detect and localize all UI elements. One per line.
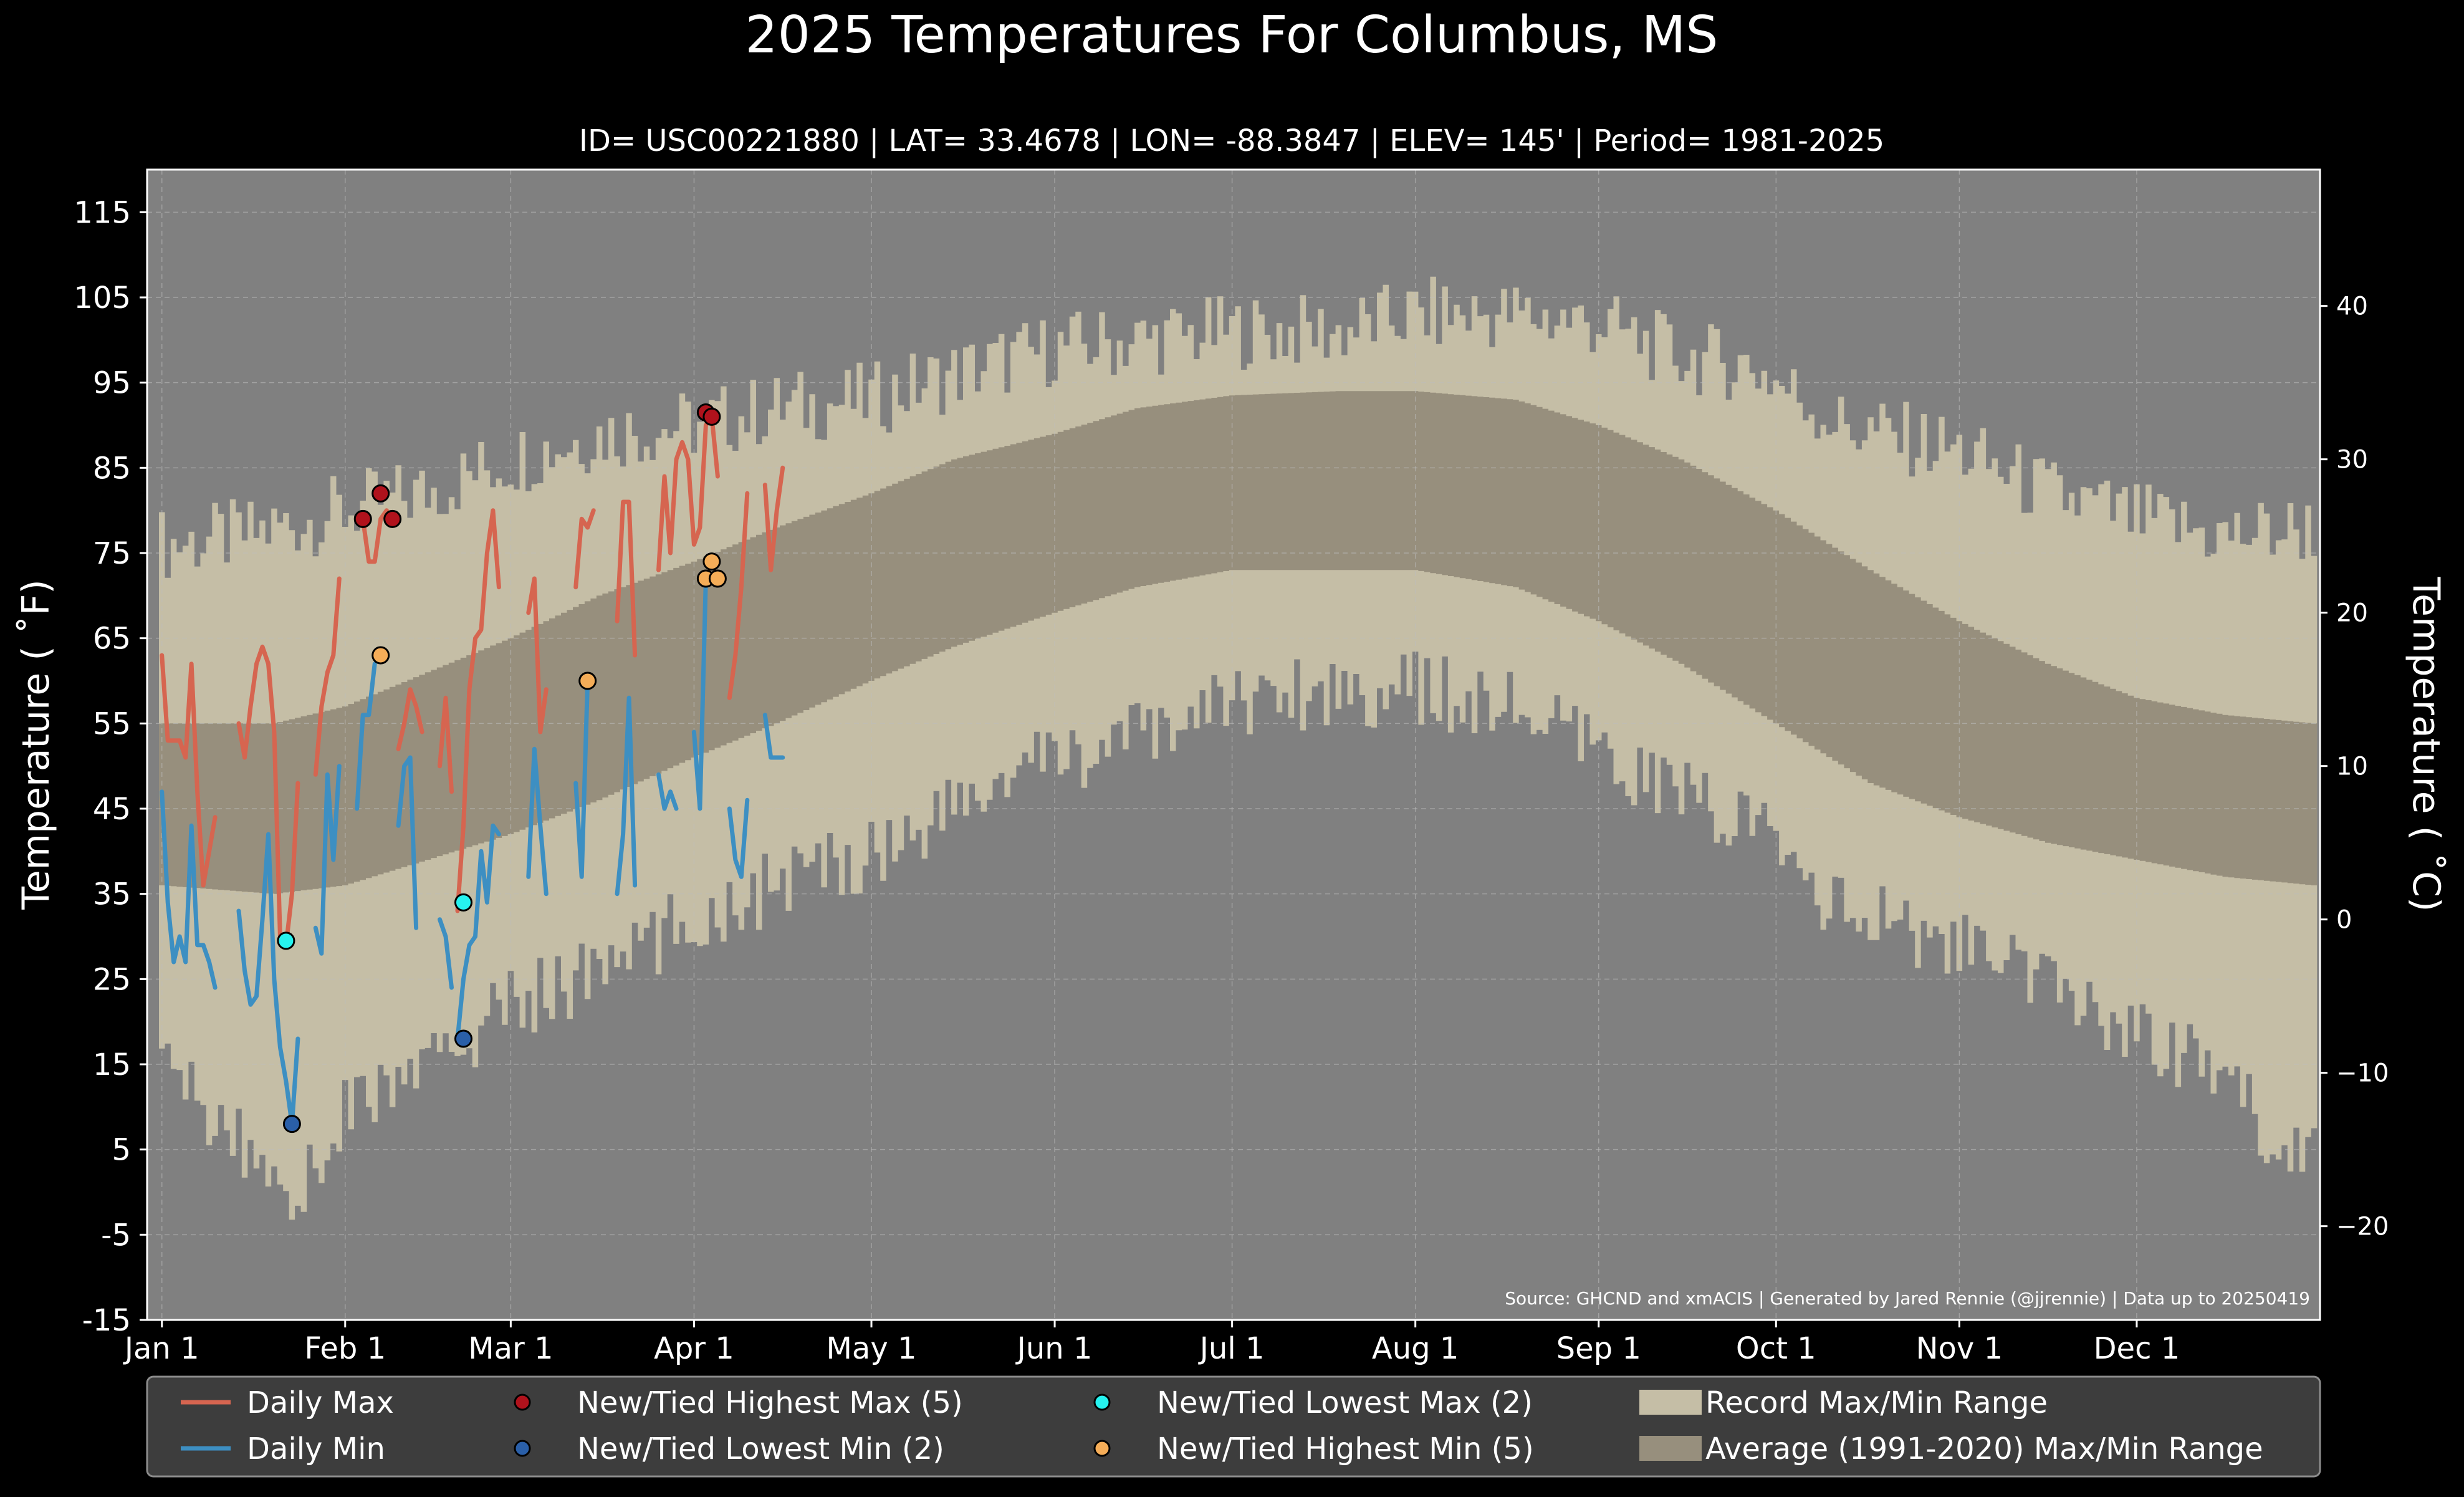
legend-label: New/Tied Highest Min (5) — [1157, 1432, 1534, 1466]
y-axis-left: -15 -5 5 15 25 35 45 55 65 75 85 95 105 115 — [74, 195, 147, 1338]
x-tick-label: May 1 — [826, 1331, 916, 1366]
y-tick-label: 85 — [93, 451, 131, 486]
grid-lines — [147, 170, 2320, 1321]
y2-tick-label: 0 — [2336, 906, 2352, 935]
y-tick-label: 45 — [93, 792, 131, 827]
series-line-daily-min — [160, 576, 785, 1127]
y-axis-label-right: Temperature ( ˚C) — [2404, 577, 2448, 912]
legend-swatch-dot — [1093, 1394, 1111, 1411]
x-tick-label: Jun 1 — [1015, 1331, 1093, 1366]
legend-swatch-patch — [1639, 1436, 1702, 1461]
record-marker — [578, 671, 597, 690]
record-marker — [372, 646, 390, 665]
y2-tick-label: 10 — [2336, 753, 2368, 781]
record-marker — [353, 509, 372, 528]
record-marker — [383, 509, 402, 528]
y2-tick-label: 20 — [2336, 599, 2368, 628]
record-markers — [277, 403, 727, 1134]
legend-label: New/Tied Lowest Min (2) — [577, 1432, 944, 1466]
y-tick-label: 25 — [93, 962, 131, 997]
y-tick-label: 55 — [93, 706, 131, 741]
legend-label: New/Tied Lowest Max (2) — [1157, 1385, 1533, 1420]
x-tick-label: Apr 1 — [654, 1331, 734, 1366]
record-marker — [702, 407, 721, 426]
legend-swatch-dot — [514, 1440, 531, 1457]
legend-label: Daily Min — [247, 1432, 385, 1466]
plot-frame — [146, 168, 2321, 1321]
y-tick-label: 115 — [74, 195, 131, 230]
x-tick-label: Jul 1 — [1198, 1331, 1265, 1366]
record-marker — [708, 569, 727, 588]
x-tick-label: Nov 1 — [1916, 1331, 2003, 1366]
record-marker — [454, 1029, 472, 1048]
y-tick-label: 65 — [93, 622, 131, 657]
x-tick-label: Feb 1 — [304, 1331, 386, 1366]
x-tick-label: Sep 1 — [1556, 1331, 1641, 1366]
y2-tick-label: −10 — [2336, 1059, 2389, 1088]
record-marker — [372, 484, 390, 503]
y-tick-label: 35 — [93, 877, 131, 912]
x-tick-label: Dec 1 — [2094, 1331, 2180, 1366]
y-tick-label: -5 — [101, 1218, 131, 1253]
y-tick-label: 15 — [93, 1047, 131, 1082]
legend-label: New/Tied Highest Max (5) — [577, 1385, 963, 1420]
source-note: Source: GHCND and xmACIS | Generated by … — [1505, 1288, 2310, 1309]
x-tick-label: Oct 1 — [1736, 1331, 1816, 1366]
x-tick-label: Mar 1 — [468, 1331, 553, 1366]
series-line-daily-max — [160, 414, 785, 948]
chart-title: 2025 Temperatures For Columbus, MS — [745, 6, 1719, 65]
record-marker — [702, 552, 721, 571]
x-axis: Jan 1 Feb 1 Mar 1 Apr 1 May 1 Jun 1 Jul 1 Aug 1… — [123, 1320, 2180, 1366]
x-tick-label: Jan 1 — [123, 1331, 199, 1366]
legend-swatch-patch — [1639, 1390, 1702, 1415]
y-tick-label: 105 — [74, 281, 131, 315]
legend-box — [146, 1375, 2321, 1478]
y-axis-right: −20 −10 0 10 20 30 40 — [2320, 292, 2389, 1241]
y-tick-label: -15 — [82, 1303, 131, 1338]
chart-subtitle: ID= USC00221880 | LAT= 33.4678 | LON= -8… — [579, 123, 1884, 158]
legend-label: Average (1991-2020) Max/Min Range — [1705, 1432, 2263, 1466]
series-lines — [160, 414, 785, 1127]
legend-label: Daily Max — [247, 1385, 394, 1420]
average-range-area — [159, 391, 2318, 894]
record-marker — [454, 893, 472, 912]
y-tick-label: 5 — [112, 1133, 131, 1168]
record-marker — [282, 1115, 301, 1134]
x-tick-label: Aug 1 — [1372, 1331, 1459, 1366]
legend: Daily Max Daily Min New/Tied Highest Max (… — [181, 1385, 2263, 1466]
y2-tick-label: 40 — [2336, 292, 2368, 321]
y-tick-label: 95 — [93, 366, 131, 401]
average-range-band — [159, 391, 2318, 894]
legend-label: Record Max/Min Range — [1705, 1385, 2048, 1420]
legend-swatch-dot — [1093, 1440, 1111, 1457]
y-tick-label: 75 — [93, 536, 131, 571]
y-axis-label-left: Temperature ( ˚F) — [14, 579, 58, 910]
record-marker — [277, 931, 295, 950]
y2-tick-label: −20 — [2336, 1213, 2389, 1241]
y2-tick-label: 30 — [2336, 446, 2368, 474]
legend-swatch-dot — [514, 1394, 531, 1411]
